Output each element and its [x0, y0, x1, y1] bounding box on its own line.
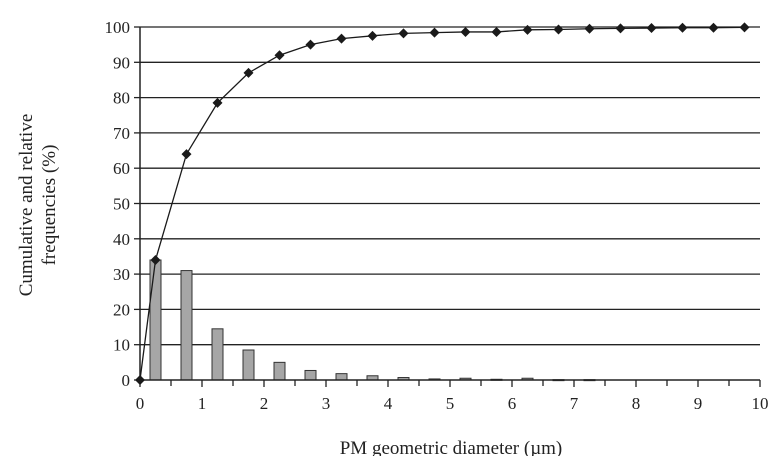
- cumulative-point: [429, 27, 440, 38]
- x-ticks: 0 1 2 3 4 5 6 7 8 9 10: [136, 380, 769, 413]
- x-tick-label: 8: [632, 394, 641, 413]
- y-tick-label: 60: [113, 159, 130, 178]
- y-tick-label: 30: [113, 265, 130, 284]
- cumulative-point: [522, 24, 533, 35]
- bar: [149, 259, 162, 381]
- cumulative-point: [677, 22, 688, 33]
- y-tick-label: 100: [105, 18, 131, 37]
- cumulative-point: [584, 23, 595, 34]
- y-axis-label-line-2: frequencies (%): [39, 145, 60, 266]
- cumulative-point: [646, 23, 657, 34]
- x-tick-label: 9: [694, 394, 703, 413]
- cumulative-point: [708, 22, 719, 33]
- y-axis-label: Cumulative and relative frequencies (%): [16, 114, 60, 297]
- cumulative-point: [460, 26, 471, 37]
- y-tick-label: 80: [113, 89, 130, 108]
- x-tick-label: 6: [508, 394, 517, 413]
- x-tick-label: 3: [322, 394, 331, 413]
- y-axis-label-line-1: Cumulative and relative: [16, 114, 37, 297]
- cumulative-series: [135, 22, 750, 385]
- bar-series: [149, 259, 596, 382]
- y-tick-label: 50: [113, 195, 130, 214]
- cumulative-point: [615, 23, 626, 34]
- y-tick-label: 70: [113, 124, 130, 143]
- cumulative-point: [181, 149, 192, 160]
- x-tick-label: 2: [260, 394, 269, 413]
- cumulative-point: [305, 39, 316, 50]
- x-tick-label: 10: [752, 394, 769, 413]
- y-tick-label: 10: [113, 336, 130, 355]
- cumulative-point: [150, 254, 161, 265]
- x-tick-label: 1: [198, 394, 207, 413]
- cumulative-point: [367, 30, 378, 41]
- x-tick-label: 4: [384, 394, 393, 413]
- cumulative-point: [135, 375, 145, 385]
- y-ticks: 0 10 20 30 40 50 60 70 80 90 100: [105, 18, 140, 390]
- cumulative-point: [398, 28, 409, 39]
- y-tick-label: 90: [113, 53, 130, 72]
- x-axis-label: PM geometric diameter (µm): [340, 438, 563, 456]
- cumulative-point: [553, 24, 564, 35]
- cumulative-point: [243, 67, 254, 78]
- y-tick-label: 20: [113, 300, 130, 319]
- grid: [140, 26, 760, 346]
- bar: [180, 270, 193, 381]
- y-tick-label: 0: [122, 371, 131, 390]
- x-tick-label: 0: [136, 394, 145, 413]
- cumulative-point: [212, 97, 223, 108]
- bar: [335, 373, 348, 381]
- y-tick-label: 40: [113, 230, 130, 249]
- cumulative-point: [336, 33, 347, 44]
- cumulative-point: [491, 26, 502, 37]
- x-tick-label: 7: [570, 394, 579, 413]
- bar: [273, 361, 286, 381]
- cumulative-point: [739, 22, 750, 33]
- bar: [304, 369, 317, 381]
- cumulative-point: [274, 50, 285, 61]
- x-tick-label: 5: [446, 394, 455, 413]
- bar: [211, 328, 224, 381]
- bar: [242, 349, 255, 381]
